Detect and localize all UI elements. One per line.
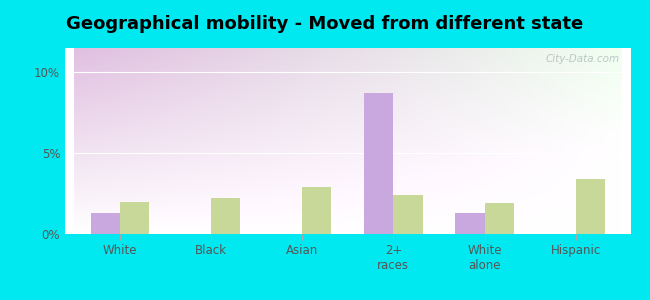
- Bar: [456, 213, 484, 234]
- Bar: [576, 179, 605, 234]
- Bar: [364, 93, 393, 234]
- Bar: [211, 198, 240, 234]
- Bar: [90, 213, 120, 234]
- Text: Geographical mobility - Moved from different state: Geographical mobility - Moved from diffe…: [66, 15, 584, 33]
- Text: City-Data.com: City-Data.com: [545, 54, 619, 64]
- Bar: [302, 187, 332, 234]
- Bar: [120, 202, 149, 234]
- Bar: [393, 195, 422, 234]
- Bar: [484, 203, 514, 234]
